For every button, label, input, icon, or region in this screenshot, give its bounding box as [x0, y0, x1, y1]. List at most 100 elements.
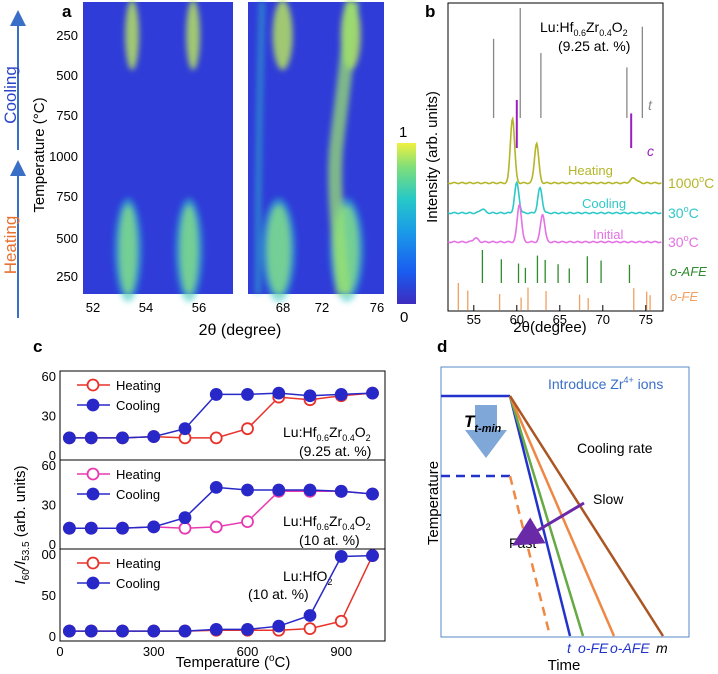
panel-b-letter: b	[425, 2, 435, 21]
ref-label-c: c	[647, 143, 654, 159]
panel-d: d Introduce Zr4+ ions Tt-min Cooling rat…	[425, 337, 690, 674]
heatmap-peak-cooling-67.8	[272, 0, 293, 70]
panel-c-concentration-0: (9.25 at. %)	[299, 443, 371, 459]
panel-a-x-ticks: 52 54 56 68 72 76	[86, 300, 384, 315]
ytick-cool-750: 750	[56, 108, 78, 123]
panel-c-point-0-cooling-7	[272, 386, 286, 400]
panel-c-ytick-2-1: 50	[42, 588, 56, 603]
panel-c-point-1-cooling-5	[209, 480, 223, 494]
spectrum-cooling	[447, 180, 662, 215]
xtick-52: 52	[86, 300, 100, 315]
panel-c-legend-marker-2-1	[86, 576, 100, 590]
panel-d-ylabel: Temperature	[425, 461, 442, 545]
panel-a-y-ticks: 250 500 750 1000 750 500 250	[49, 28, 78, 284]
panel-c-series-2-cooling	[69, 554, 373, 632]
cooling-line-dashed	[508, 475, 552, 637]
panel-c-letter: c	[33, 337, 42, 356]
xtick-76: 76	[370, 300, 384, 315]
series-temp-initial: 30oC	[668, 233, 699, 250]
panel-a: a 1 0 250 500 750 1000 750 500 250 Tempe…	[1, 0, 416, 339]
panel-c-xtick-0: 0	[56, 644, 63, 659]
panel-c-legend-marker-1-1	[86, 487, 100, 501]
panel-c-point-0-cooling-1	[84, 431, 98, 445]
ytick-heat-500: 500	[56, 231, 78, 246]
colorbar-min-label: 0	[400, 309, 408, 326]
panel-c-legend-marker-1-0	[86, 467, 100, 481]
heatmap-halo-heating-67.8	[261, 198, 296, 302]
heatmap-peak-cooling-55.7	[186, 0, 201, 70]
panel-b-x-ticks: 55 60 65 70 75	[467, 305, 653, 327]
spectrum-initial	[447, 202, 662, 244]
fast-label: Fast	[509, 535, 536, 551]
colorbar-max-label: 1	[399, 124, 407, 141]
panel-c-legend-label-0-0: Heating	[116, 378, 161, 393]
heatmap-left	[83, 0, 233, 302]
series-temp-cooling: 30oC	[668, 204, 699, 221]
panel-c-ytick-0-0: 60	[42, 369, 56, 384]
ref-label-ofe: o-FE	[670, 289, 699, 304]
panel-c-subplot-frame-2	[59, 548, 386, 642]
panel-c-legend-marker-2-0	[86, 556, 100, 570]
ytick-1000: 1000	[49, 149, 78, 164]
cooling-line-t	[508, 395, 572, 637]
panel-c-point-1-cooling-6	[241, 483, 254, 497]
panel-c-point-1-cooling-2	[116, 521, 129, 535]
cooling-line-m	[508, 395, 665, 637]
panel-c-legend-label-2-0: Heating	[116, 556, 161, 571]
panel-c-point-0-cooling-3	[147, 430, 161, 443]
panel-b-xtick-70: 70	[596, 312, 610, 327]
heatmap-halo-heating-53.4	[114, 198, 143, 302]
panel-c-point-1-cooling-8	[303, 483, 317, 497]
xtick-72: 72	[315, 300, 329, 315]
panel-c-point-2-cooling-1	[84, 624, 98, 638]
panel-c-xtick-900: 900	[330, 644, 352, 659]
marker-t: t	[567, 640, 572, 656]
panel-c-point-0-heating-6	[241, 422, 254, 436]
series-label-cooling: Cooling	[582, 196, 626, 211]
series-label-heating: Heating	[568, 163, 613, 178]
panel-c-point-0-cooling-2	[116, 431, 129, 445]
panel-c-ytick-2-2: 0	[49, 629, 56, 644]
panel-c-composition-1: Lu:Hf0.6Zr0.4O2	[283, 513, 371, 532]
tmin-label: Tt-min	[464, 412, 502, 435]
panel-b-frame	[447, 2, 664, 312]
panel-c-point-0-cooling-8	[303, 389, 317, 403]
panel-b-spectra	[447, 115, 662, 244]
ref-label-oafe: o-AFE	[670, 264, 707, 279]
panel-c-xtick-300: 300	[143, 644, 165, 659]
tmin-arrow-icon	[465, 405, 507, 458]
panel-c-point-1-cooling-0	[62, 521, 76, 535]
xtick-68: 68	[276, 300, 290, 315]
colorbar	[397, 143, 416, 304]
panel-a-ylabel: Temperature (°C)	[31, 97, 48, 212]
panel-c-legend-label-1-1: Cooling	[116, 487, 160, 502]
panel-c-point-0-cooling-5	[209, 388, 223, 401]
panel-c-point-2-cooling-4	[178, 624, 192, 638]
panel-b-xtick-60: 60	[510, 312, 524, 327]
panel-c-point-0-cooling-9	[334, 388, 348, 401]
panel-c-composition-0: Lu:Hf0.6Zr0.4O2	[283, 424, 371, 443]
panel-c-legend-marker-0-1	[86, 398, 100, 412]
panel-c-legend-label-1-0: Heating	[116, 467, 161, 482]
panel-b-xtick-75: 75	[639, 312, 653, 327]
marker-ofe: o-FE	[578, 640, 609, 656]
panel-c-point-1-cooling-9	[334, 484, 348, 498]
panel-a-letter: a	[62, 2, 72, 21]
marker-oafe: o-AFE	[610, 640, 650, 656]
panel-b-title: Lu:Hf0.6Zr0.4O2	[540, 19, 628, 38]
panel-c-point-2-cooling-2	[116, 624, 129, 638]
panel-c-ytick-0-2: 0	[49, 448, 56, 463]
panel-c-point-0-heating-5	[209, 431, 223, 445]
panel-c-point-1-heating-5	[209, 520, 223, 534]
panel-c-legend-marker-0-0	[86, 378, 100, 392]
series-label-initial: Initial	[593, 227, 623, 242]
panel-c-point-2-heating-8	[303, 622, 317, 636]
panel-c-ytick-0-1: 30	[42, 409, 56, 424]
panel-c-point-2-cooling-6	[241, 623, 254, 636]
panel-c-ytick-2-0: 00	[42, 547, 56, 562]
heatmap-right	[248, 0, 384, 302]
panel-c-concentration-1: (10 at. %)	[299, 532, 360, 548]
ytick-cool-250: 250	[56, 28, 78, 43]
marker-m: m	[656, 640, 668, 656]
